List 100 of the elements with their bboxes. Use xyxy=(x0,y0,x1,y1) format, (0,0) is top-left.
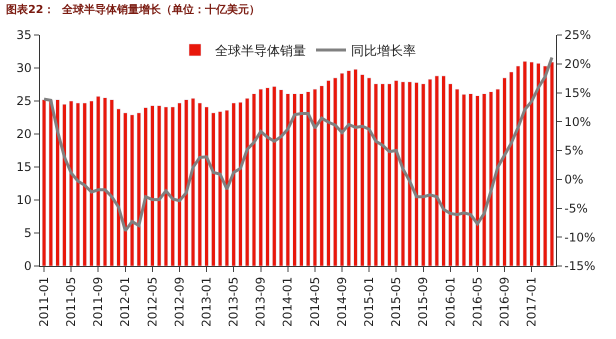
bar xyxy=(326,80,331,266)
x-tick-label: 2016-09 xyxy=(497,276,512,327)
x-tick-label: 2011-09 xyxy=(91,276,106,327)
bar xyxy=(340,73,344,266)
x-tick-label: 2016-05 xyxy=(470,276,484,327)
bar xyxy=(96,96,100,266)
y-tick-label: 15 xyxy=(16,160,32,174)
bar xyxy=(475,95,480,266)
bar xyxy=(130,114,134,266)
bar xyxy=(211,112,216,266)
x-tick-label: 2015-01 xyxy=(362,276,376,327)
bar xyxy=(190,98,196,266)
bar xyxy=(366,78,372,266)
x-tick-label: 2017-01 xyxy=(524,276,539,327)
bar xyxy=(374,84,378,266)
bar xyxy=(394,80,398,266)
bar xyxy=(502,78,507,266)
bar xyxy=(102,97,108,266)
bar xyxy=(89,100,94,266)
y2-tick-label: -10% xyxy=(564,230,596,244)
bar xyxy=(509,72,514,266)
bar xyxy=(522,61,527,266)
bar xyxy=(353,69,358,266)
bar xyxy=(543,66,548,266)
bar xyxy=(468,93,473,266)
x-tick-label: 2015-05 xyxy=(389,276,404,327)
y2-tick-label: 20% xyxy=(564,57,592,72)
bar xyxy=(232,102,236,266)
x-tick-label: 2011-01 xyxy=(36,276,51,327)
bar xyxy=(530,62,534,266)
bar xyxy=(333,78,338,266)
bar xyxy=(414,82,419,266)
x-tick-label: 2011-05 xyxy=(64,276,78,327)
bar xyxy=(496,88,500,266)
bar xyxy=(62,104,66,266)
x-tick-label: 2014-05 xyxy=(308,276,322,327)
y-tick-label: 30 xyxy=(16,61,32,76)
bar xyxy=(198,102,202,266)
y-tick-label: 35 xyxy=(16,28,32,42)
bar xyxy=(272,86,276,266)
bar xyxy=(278,90,284,266)
bar xyxy=(48,100,53,266)
bar xyxy=(252,93,256,266)
x-tick-label: 2013-01 xyxy=(199,276,214,327)
bar xyxy=(157,105,162,266)
bar xyxy=(164,106,168,266)
chart-title: 图表22： 全球半导体销量增长（单位：十亿美元） xyxy=(6,2,260,16)
bar xyxy=(312,88,318,266)
y-tick-label: 20 xyxy=(16,127,32,142)
y2-tick-label: 15% xyxy=(564,86,592,100)
bar xyxy=(441,76,446,266)
line-series xyxy=(42,56,554,232)
bar xyxy=(434,76,439,266)
y-tick-label: 0 xyxy=(24,259,32,274)
bar xyxy=(204,106,209,266)
bar xyxy=(286,93,290,266)
bar xyxy=(218,111,222,266)
x-tick-label: 2013-09 xyxy=(254,276,268,327)
legend-label: 同比增长率 xyxy=(351,43,416,60)
bar xyxy=(482,93,486,266)
y2-tick-label: 25% xyxy=(564,28,592,42)
x-tick-label: 2016-01 xyxy=(443,276,458,327)
y-tick-label: 25 xyxy=(16,94,32,108)
bar xyxy=(408,82,412,266)
x-tick-label: 2014-09 xyxy=(334,276,349,327)
bar xyxy=(116,108,121,266)
bar xyxy=(360,74,364,266)
bar xyxy=(177,102,182,266)
bar xyxy=(320,86,324,266)
bar xyxy=(42,99,46,266)
y2-tick-label: 0% xyxy=(564,172,584,187)
y2-tick-label: -15% xyxy=(564,259,596,274)
x-tick-label: 2012-09 xyxy=(172,276,186,327)
bar xyxy=(258,88,263,266)
bar xyxy=(380,84,385,266)
bar xyxy=(69,100,74,266)
bar xyxy=(136,112,141,266)
bar xyxy=(265,88,270,266)
bar xyxy=(144,107,148,266)
bar xyxy=(462,94,466,266)
bar xyxy=(421,84,426,266)
x-tick-label: 2012-05 xyxy=(145,276,160,327)
x-tick-label: 2012-01 xyxy=(118,276,132,327)
bar xyxy=(516,66,520,266)
bar xyxy=(428,78,432,266)
bar xyxy=(387,84,392,266)
bar xyxy=(238,102,243,266)
bar xyxy=(455,88,460,266)
legend-label: 全球半导体销量 xyxy=(215,44,306,60)
y-tick-label: 10 xyxy=(16,193,32,208)
bar xyxy=(400,82,406,266)
bar xyxy=(150,105,155,266)
bar xyxy=(299,93,304,266)
bar xyxy=(184,99,188,266)
bar xyxy=(536,63,541,266)
bar xyxy=(82,102,87,266)
bar xyxy=(550,62,554,266)
y-tick-label: 5 xyxy=(24,226,32,240)
x-tick-label: 2013-05 xyxy=(226,276,241,327)
bar xyxy=(170,106,175,266)
